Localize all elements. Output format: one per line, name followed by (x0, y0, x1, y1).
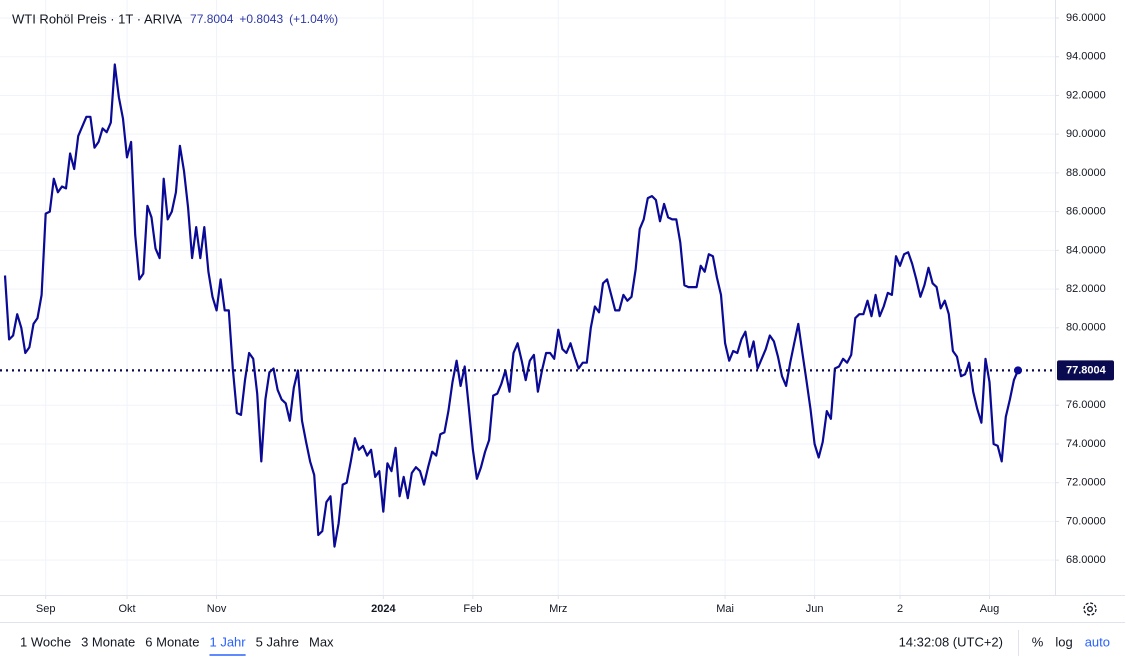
y-tick-label: 84.0000 (1066, 244, 1106, 256)
x-tick-label: Mrz (549, 603, 567, 615)
scale-option[interactable]: % (1032, 634, 1044, 649)
x-tick-label: Feb (463, 603, 482, 615)
y-tick-label: 76.0000 (1066, 399, 1106, 411)
y-tick-label: 88.0000 (1066, 167, 1106, 179)
gear-outline (1083, 602, 1097, 616)
y-tick-label: 82.0000 (1066, 283, 1106, 295)
price-line (3, 63, 1020, 548)
header-change: +0.8043 (239, 12, 283, 26)
y-tick-label: 72.0000 (1066, 477, 1106, 489)
y-tick-label: 74.0000 (1066, 438, 1106, 450)
clock: 14:32:08 (UTC+2) (899, 634, 1003, 649)
y-tick-label: 70.0000 (1066, 515, 1106, 527)
range-button[interactable]: 5 Jahre (256, 634, 299, 649)
x-tick-label: 2024 (371, 603, 396, 615)
y-tick-label: 90.0000 (1066, 128, 1106, 140)
y-tick-label: 80.0000 (1066, 322, 1106, 334)
y-tick-label: 86.0000 (1066, 206, 1106, 218)
last-price-label: 77.8004 (1066, 364, 1107, 376)
y-tick-label: 96.0000 (1066, 12, 1106, 24)
range-button[interactable]: 1 Jahr (209, 634, 246, 649)
settings-icon[interactable] (1083, 602, 1097, 616)
y-tick-label: 92.0000 (1066, 89, 1106, 101)
x-tick-label: Okt (118, 603, 135, 615)
x-tick-label: Sep (36, 603, 56, 615)
header-price: 77.8004 (190, 12, 234, 26)
chart-title: WTI Rohöl Preis · 1T · ARIVA (12, 11, 182, 26)
range-button[interactable]: 6 Monate (145, 634, 199, 649)
range-button[interactable]: 1 Woche (20, 634, 71, 649)
range-button[interactable]: 3 Monate (81, 634, 135, 649)
scale-option[interactable]: log (1055, 634, 1072, 649)
last-point (1014, 366, 1022, 375)
gear-center (1087, 606, 1093, 612)
header-change-pct: (+1.04%) (289, 12, 338, 26)
range-button[interactable]: Max (309, 634, 334, 649)
x-tick-label: Aug (980, 603, 1000, 615)
x-tick-label: 2 (897, 603, 903, 615)
legend-header: WTI Rohöl Preis · 1T · ARIVA 77.8004 +0.8… (12, 11, 338, 26)
x-tick-label: Jun (806, 603, 824, 615)
x-tick-label: Nov (207, 603, 227, 615)
grid (0, 0, 1055, 595)
y-tick-label: 94.0000 (1066, 51, 1106, 63)
last-price-box (1057, 360, 1114, 381)
scale-option[interactable]: auto (1085, 634, 1110, 649)
y-tick-label: 68.0000 (1066, 554, 1106, 566)
x-tick-label: Mai (716, 603, 734, 615)
